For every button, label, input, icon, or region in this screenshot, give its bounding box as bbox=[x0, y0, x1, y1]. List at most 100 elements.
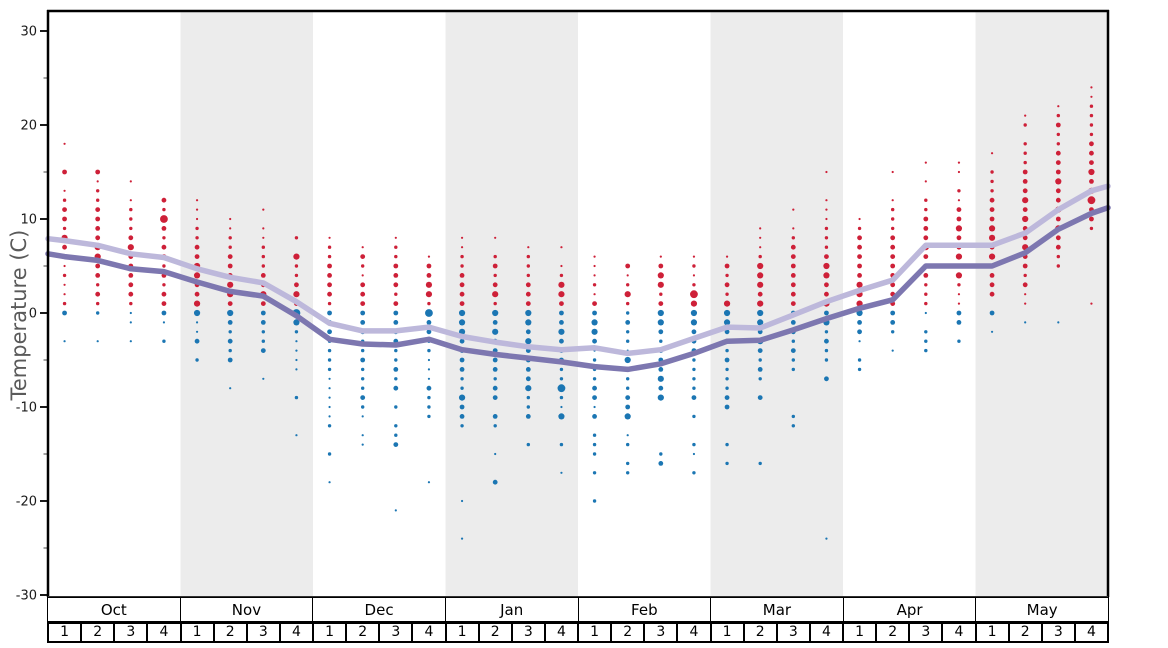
max-temp-dot bbox=[723, 300, 731, 307]
max-temp-dot bbox=[1089, 113, 1094, 118]
min-temp-dot bbox=[724, 404, 730, 410]
max-temp-dot bbox=[890, 254, 896, 259]
max-temp-dot bbox=[891, 170, 894, 174]
min-temp-dot bbox=[360, 348, 365, 353]
min-temp-dot bbox=[492, 414, 498, 419]
min-temp-dot bbox=[791, 339, 796, 343]
max-temp-dot bbox=[195, 208, 199, 211]
max-temp-dot bbox=[823, 272, 830, 279]
min-temp-dot bbox=[228, 330, 232, 334]
max-temp-dot bbox=[759, 227, 762, 230]
min-temp-dot bbox=[591, 319, 598, 326]
max-temp-dot bbox=[95, 207, 101, 213]
max-temp-dot bbox=[1022, 207, 1028, 213]
min-temp-dot bbox=[624, 413, 631, 420]
max-temp-dot bbox=[824, 291, 829, 297]
max-temp-dot bbox=[1056, 142, 1061, 146]
min-temp-dot bbox=[227, 320, 233, 325]
min-temp-dot bbox=[692, 367, 696, 372]
min-temp-dot bbox=[692, 452, 696, 456]
max-temp-dot bbox=[824, 245, 829, 249]
min-temp-dot bbox=[361, 415, 364, 418]
min-temp-dot bbox=[193, 309, 201, 317]
min-temp-dot bbox=[557, 384, 566, 393]
month-band-jan bbox=[445, 10, 578, 597]
min-temp-dot bbox=[725, 348, 729, 353]
min-temp-dot bbox=[757, 309, 764, 317]
max-temp-dot bbox=[790, 263, 796, 269]
max-temp-dot bbox=[161, 301, 167, 306]
average-max-line bbox=[45, 183, 1111, 357]
max-temp-dot bbox=[162, 264, 166, 268]
max-temp-dot bbox=[924, 301, 928, 306]
min-temp-dot bbox=[757, 348, 763, 353]
min-temp-dot bbox=[492, 357, 498, 363]
max-temp-dot bbox=[625, 283, 630, 287]
max-temp-dot bbox=[857, 226, 862, 231]
min-temp-dot bbox=[162, 321, 166, 324]
min-temp-dot bbox=[525, 414, 531, 419]
max-temp-dot bbox=[792, 208, 795, 211]
max-temp-dot bbox=[526, 273, 531, 278]
max-temp-dot bbox=[924, 198, 928, 202]
min-temp-dot bbox=[592, 452, 597, 456]
min-temp-dot bbox=[725, 442, 729, 447]
week-cell-dec-2: 2 bbox=[347, 623, 381, 643]
min-temp-dot bbox=[657, 319, 664, 326]
min-temp-dot bbox=[260, 310, 266, 316]
week-cell-mar-1: 1 bbox=[711, 623, 745, 643]
max-temp-dot bbox=[924, 180, 927, 183]
max-temp-dot bbox=[95, 216, 101, 222]
max-temp-dot bbox=[227, 263, 233, 269]
max-temp-dot bbox=[1089, 226, 1094, 231]
max-temp-dot bbox=[460, 254, 464, 259]
week-cell-jan-3: 3 bbox=[512, 623, 546, 643]
max-temp-dot bbox=[525, 282, 531, 288]
min-temp-dot bbox=[62, 310, 67, 316]
week-cell-feb-4: 4 bbox=[678, 623, 712, 643]
max-temp-dot bbox=[1055, 122, 1061, 128]
max-temp-dot bbox=[825, 208, 828, 211]
min-temp-dot bbox=[625, 442, 630, 447]
max-temp-dot bbox=[62, 198, 67, 202]
min-temp-dot bbox=[657, 375, 664, 382]
min-temp-dot bbox=[459, 367, 465, 372]
min-temp-dot bbox=[592, 385, 597, 391]
min-temp-dot bbox=[890, 320, 896, 325]
min-temp-dot bbox=[328, 377, 331, 380]
max-temp-dot bbox=[459, 301, 465, 306]
max-temp-dot bbox=[393, 282, 399, 288]
min-temp-dot bbox=[195, 358, 199, 362]
max-temp-dot bbox=[558, 281, 565, 288]
min-temp-dot bbox=[360, 310, 366, 316]
max-temp-dot bbox=[790, 291, 796, 297]
min-temp-dot bbox=[195, 330, 199, 333]
min-temp-dot bbox=[526, 395, 531, 400]
min-temp-dot bbox=[692, 377, 696, 381]
max-temp-dot bbox=[790, 254, 796, 259]
max-temp-dot bbox=[1089, 160, 1094, 166]
max-temp-dot bbox=[560, 264, 563, 268]
min-temp-dot bbox=[658, 329, 664, 335]
max-temp-dot bbox=[1024, 302, 1027, 305]
min-temp-dot bbox=[295, 434, 298, 437]
week-cell-apr-4: 4 bbox=[943, 623, 977, 643]
max-temp-dot bbox=[890, 282, 896, 288]
week-cell-feb-3: 3 bbox=[645, 623, 679, 643]
max-temp-dot bbox=[957, 170, 961, 174]
week-cell-oct-4: 4 bbox=[148, 623, 182, 643]
min-temp-dot bbox=[725, 377, 729, 381]
max-temp-dot bbox=[559, 301, 564, 306]
min-temp-dot bbox=[526, 405, 531, 409]
week-cell-oct-1: 1 bbox=[49, 623, 83, 643]
max-temp-dot bbox=[460, 236, 464, 239]
week-cell-mar-2: 2 bbox=[744, 623, 778, 643]
min-temp-dot bbox=[824, 338, 829, 344]
max-temp-dot bbox=[757, 272, 764, 279]
min-temp-dot bbox=[295, 358, 298, 362]
max-temp-dot bbox=[228, 245, 232, 249]
max-temp-dot bbox=[327, 291, 332, 297]
max-temp-dot bbox=[229, 217, 232, 221]
max-temp-dot bbox=[193, 300, 201, 307]
max-temp-dot bbox=[957, 199, 961, 202]
